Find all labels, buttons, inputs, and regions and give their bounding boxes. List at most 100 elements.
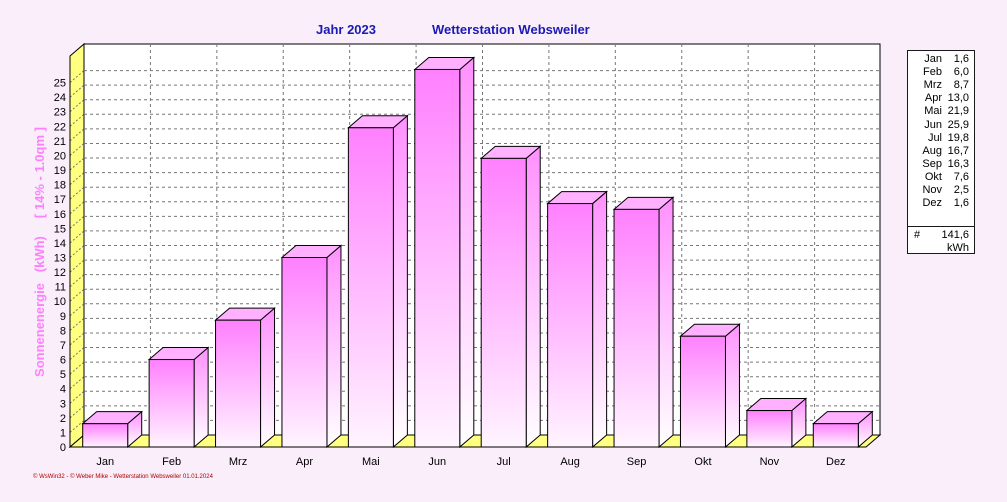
gridline-wall xyxy=(69,157,85,171)
y-tick-label: 1 xyxy=(60,427,66,439)
value-legend: Jan 1,6 Feb 6,0 Mrz 8,7 Apr 13,0 Mai 21,9 Jun 25,9 J… xyxy=(907,50,975,254)
legend-row: Sep 16,3 xyxy=(908,158,974,171)
legend-month: Nov xyxy=(922,184,942,196)
bar-side xyxy=(525,145,541,449)
gridline-wall xyxy=(69,376,85,390)
bar-front xyxy=(613,208,660,448)
legend-month: Jun xyxy=(924,118,942,131)
bar-front xyxy=(281,257,328,448)
legend-month: Aug xyxy=(922,144,942,157)
gridline-wall xyxy=(69,347,85,360)
bar-side xyxy=(260,307,276,449)
x-tick-label: Okt xyxy=(694,456,711,468)
legend-row: Jul 19,8 xyxy=(908,132,974,145)
legend-month: Sep xyxy=(922,157,942,170)
legend-row: Feb 6,0 xyxy=(908,66,974,79)
legend-row: Nov 2,5 xyxy=(908,184,974,197)
bar-front xyxy=(746,410,793,448)
gridline-wall xyxy=(69,332,85,346)
legend-value: 25,9 xyxy=(947,118,969,131)
legend-month: Feb xyxy=(923,66,942,79)
bar-front xyxy=(347,127,394,448)
bar-front xyxy=(148,359,195,448)
y-tick-label: 6 xyxy=(60,355,66,367)
gridline-wall xyxy=(69,274,85,288)
chart-year-title: Jahr 2023 xyxy=(316,22,376,37)
bar xyxy=(81,410,144,449)
legend-value: 2,5 xyxy=(953,184,969,196)
legend-value: 16,3 xyxy=(947,157,969,170)
gridline-wall xyxy=(69,186,85,200)
bar xyxy=(745,397,808,449)
gridline-wall xyxy=(69,245,85,258)
y-tick-label: 11 xyxy=(55,282,66,294)
bar-front xyxy=(414,68,461,448)
y-tick-label: 17 xyxy=(54,194,66,206)
legend-value: 21,9 xyxy=(947,105,969,118)
legend-row: Mrz 8,7 xyxy=(908,79,974,92)
y-tick-label: 22 xyxy=(54,121,66,133)
bar xyxy=(811,410,874,449)
legend-value: 7,6 xyxy=(953,170,969,183)
bar xyxy=(546,190,608,449)
legend-value: 16,7 xyxy=(947,144,969,157)
x-tick-label: Nov xyxy=(760,456,780,468)
gridline-wall xyxy=(69,84,85,98)
legend-total-unit: kWh xyxy=(947,242,969,254)
y-tick-label: 25 xyxy=(54,78,66,90)
plot-side-wall xyxy=(69,42,85,449)
bar-front xyxy=(547,203,594,448)
bar-front xyxy=(480,157,527,448)
y-tick-label: 7 xyxy=(60,340,66,352)
gridline-wall xyxy=(69,288,85,302)
bar xyxy=(479,145,542,449)
y-axis-title: Sonnenenergie (kWh) [ 14% - 1.0qm ] xyxy=(32,127,47,377)
plot-floor xyxy=(68,434,882,448)
y-tick-label: 21 xyxy=(54,136,66,148)
bar-side xyxy=(658,196,674,449)
y-tick-label: 16 xyxy=(54,209,66,221)
y-tick-label: 24 xyxy=(54,92,66,104)
bar-front xyxy=(215,319,262,448)
bar xyxy=(280,244,343,449)
gridline-wall xyxy=(69,99,85,113)
legend-month: Apr xyxy=(924,92,942,105)
y-tick-label: 23 xyxy=(54,107,66,119)
bar-side xyxy=(724,323,740,449)
gridline-wall xyxy=(69,70,85,83)
y-tick-label: 5 xyxy=(60,369,66,381)
bar xyxy=(214,307,276,449)
legend-row: Jun 25,9 xyxy=(908,119,974,132)
bar xyxy=(679,323,741,449)
gridline-wall xyxy=(69,113,85,127)
legend-divider xyxy=(908,226,974,227)
bar xyxy=(413,56,476,449)
bar xyxy=(612,196,675,449)
y-tick-label: 18 xyxy=(54,180,66,192)
bar-side xyxy=(592,190,608,449)
legend-month: Dez xyxy=(922,197,942,210)
legend-row: Dez 1,6 xyxy=(908,197,974,210)
gridline-wall xyxy=(69,259,85,273)
legend-row: Mai 21,9 xyxy=(908,105,974,118)
x-tick-label: Feb xyxy=(162,456,181,468)
bar-front xyxy=(679,335,726,448)
bar xyxy=(147,346,210,449)
y-tick-label: 13 xyxy=(54,253,66,265)
legend-month: Mai xyxy=(924,105,942,118)
copyright-footer: © WsWin32 - © Weber Mike - Wetterstation… xyxy=(33,474,213,480)
x-tick-label: Apr xyxy=(296,456,313,468)
legend-month: Jul xyxy=(927,131,942,144)
x-tick-label: Mrz xyxy=(229,456,247,468)
legend-value: 1,6 xyxy=(953,197,969,210)
gridline-wall xyxy=(69,303,85,317)
y-tick-label: 10 xyxy=(54,296,66,308)
y-tick-label: 4 xyxy=(60,384,66,396)
x-tick-label: Jul xyxy=(497,456,511,468)
legend-row: Jan 1,6 xyxy=(908,53,974,66)
legend-value: 19,8 xyxy=(947,131,969,144)
gridline-wall xyxy=(69,215,85,229)
legend-value: 8,7 xyxy=(953,79,969,92)
x-tick-label: Aug xyxy=(560,456,580,468)
y-tick-label: 14 xyxy=(54,238,66,250)
